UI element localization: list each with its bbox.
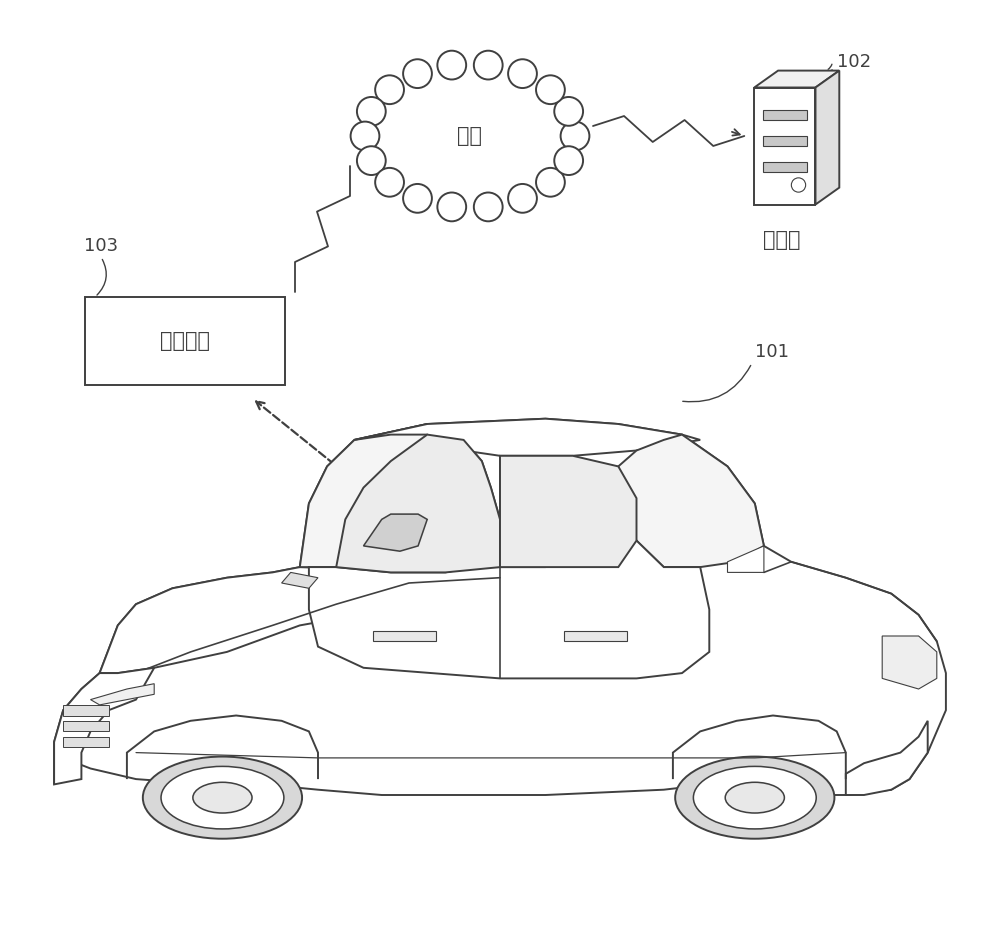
Circle shape (561, 121, 589, 150)
PathPatch shape (300, 424, 500, 572)
PathPatch shape (54, 419, 946, 795)
Circle shape (351, 121, 379, 150)
Text: 车载设备: 车载设备 (160, 331, 210, 351)
Circle shape (403, 184, 432, 213)
FancyBboxPatch shape (763, 135, 807, 146)
FancyBboxPatch shape (763, 162, 807, 172)
PathPatch shape (336, 434, 500, 572)
FancyBboxPatch shape (754, 87, 815, 205)
PathPatch shape (354, 419, 700, 456)
PathPatch shape (373, 631, 436, 642)
Text: 网络: 网络 (458, 126, 482, 146)
Text: 101: 101 (755, 343, 789, 361)
Circle shape (508, 184, 537, 213)
Circle shape (403, 59, 432, 88)
PathPatch shape (882, 636, 937, 689)
Circle shape (791, 178, 806, 193)
Ellipse shape (693, 767, 816, 829)
Circle shape (474, 193, 503, 221)
Circle shape (357, 97, 386, 126)
Ellipse shape (365, 64, 575, 208)
Circle shape (357, 146, 386, 175)
Polygon shape (754, 70, 839, 87)
Circle shape (554, 146, 583, 175)
Polygon shape (816, 70, 839, 205)
PathPatch shape (63, 705, 109, 716)
Ellipse shape (161, 767, 284, 829)
PathPatch shape (63, 720, 109, 732)
Ellipse shape (725, 782, 784, 813)
Circle shape (536, 168, 565, 196)
PathPatch shape (846, 720, 928, 795)
Circle shape (437, 51, 466, 80)
FancyBboxPatch shape (85, 297, 285, 385)
Circle shape (508, 59, 537, 88)
PathPatch shape (500, 456, 637, 567)
PathPatch shape (282, 572, 318, 588)
PathPatch shape (618, 434, 764, 567)
Circle shape (375, 75, 404, 104)
PathPatch shape (364, 514, 427, 551)
FancyBboxPatch shape (763, 109, 807, 120)
Ellipse shape (143, 757, 302, 839)
PathPatch shape (54, 668, 154, 784)
Ellipse shape (675, 757, 834, 839)
PathPatch shape (100, 567, 536, 673)
PathPatch shape (564, 631, 627, 642)
Circle shape (554, 97, 583, 126)
Circle shape (536, 75, 565, 104)
Circle shape (437, 193, 466, 221)
Text: 103: 103 (84, 237, 118, 255)
PathPatch shape (90, 683, 154, 705)
PathPatch shape (728, 546, 764, 572)
Circle shape (375, 168, 404, 196)
Text: 102: 102 (837, 53, 871, 70)
Circle shape (474, 51, 503, 80)
Ellipse shape (193, 782, 252, 813)
PathPatch shape (309, 541, 709, 679)
PathPatch shape (63, 737, 109, 747)
Text: 服务器: 服务器 (763, 230, 800, 249)
